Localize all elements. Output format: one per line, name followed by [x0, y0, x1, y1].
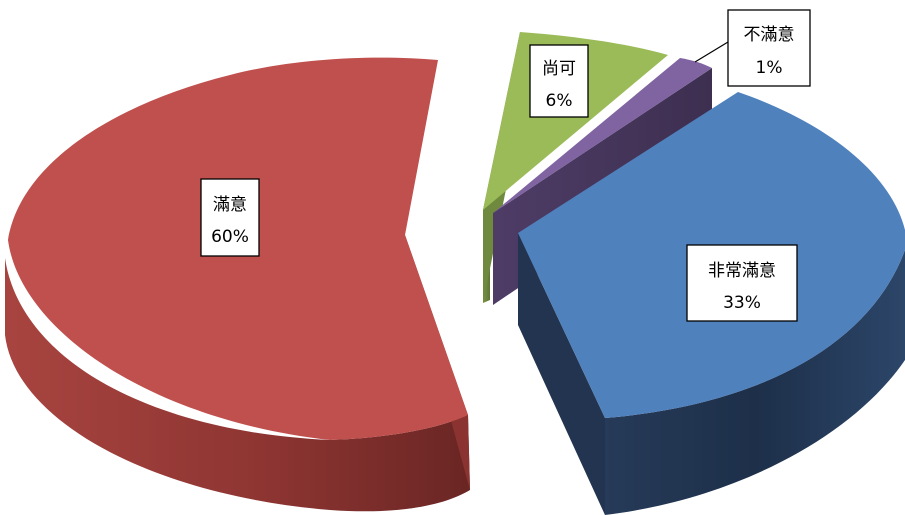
data-label-dissatisfied-category: 不滿意	[744, 25, 795, 45]
data-label-very-satisfied-category: 非常滿意	[708, 261, 776, 281]
slice-fair	[483, 32, 668, 210]
data-label-satisfied: 滿意 60%	[200, 178, 260, 257]
data-label-dissatisfied-value: 1%	[756, 58, 783, 78]
data-label-satisfied-value: 60%	[211, 227, 249, 247]
slice-side-very-satisfied	[605, 250, 905, 515]
data-label-dissatisfied: 不滿意 1%	[727, 9, 811, 87]
data-label-very-satisfied-value: 33%	[723, 293, 761, 313]
slice-group-fair	[483, 32, 668, 303]
data-label-fair-category: 尚可	[542, 59, 576, 79]
slice-group-satisfied	[5, 57, 470, 512]
data-label-satisfied-category: 滿意	[213, 195, 247, 215]
leader-line-dissatisfied	[694, 41, 729, 63]
data-label-very-satisfied: 非常滿意 33%	[686, 244, 798, 322]
slice-side-cut-very-satisfied	[518, 233, 605, 515]
data-label-fair: 尚可 6%	[529, 44, 589, 118]
slice-dissatisfied	[493, 58, 712, 213]
data-label-fair-value: 6%	[546, 91, 573, 111]
slice-side-satisfied	[5, 258, 470, 512]
